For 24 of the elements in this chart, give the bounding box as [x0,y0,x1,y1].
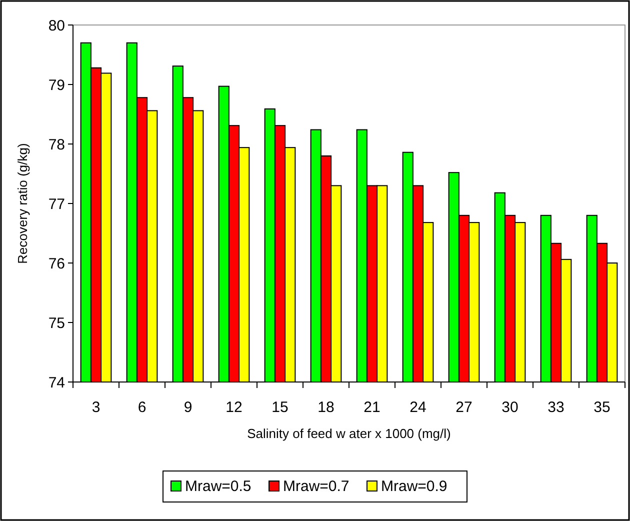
y-tick-label: 80 [48,17,65,34]
x-tick-label: 33 [548,399,564,416]
y-tick-label: 77 [48,196,65,213]
x-tick-label: 15 [272,399,288,416]
x-tick-label: 27 [456,399,472,416]
legend-label: Mraw=0.9 [381,478,448,495]
y-tick-label: 78 [48,136,65,154]
y-tick-label: 75 [48,314,65,332]
legend-label: Mraw=0.5 [185,478,252,495]
x-tick-label: 3 [92,399,100,416]
y-tick-label: 74 [48,374,65,392]
x-axis-title: Salinity of feed w ater x 1000 (mg/l) [247,426,451,441]
legend-label: Mraw=0.7 [283,478,350,495]
x-tick-label: 21 [364,399,380,416]
y-tick-label: 79 [48,76,65,94]
y-tick-label: 76 [48,255,65,272]
x-tick-label: 12 [226,399,242,416]
x-tick-label: 9 [184,399,192,416]
x-tick-label: 35 [594,399,610,416]
x-tick-label: 24 [410,399,426,416]
y-axis-title: Recovery ratio (g/kg) [15,143,30,264]
x-tick-label: 6 [138,399,146,416]
x-tick-label: 18 [318,399,334,416]
x-tick-label: 30 [502,399,518,416]
